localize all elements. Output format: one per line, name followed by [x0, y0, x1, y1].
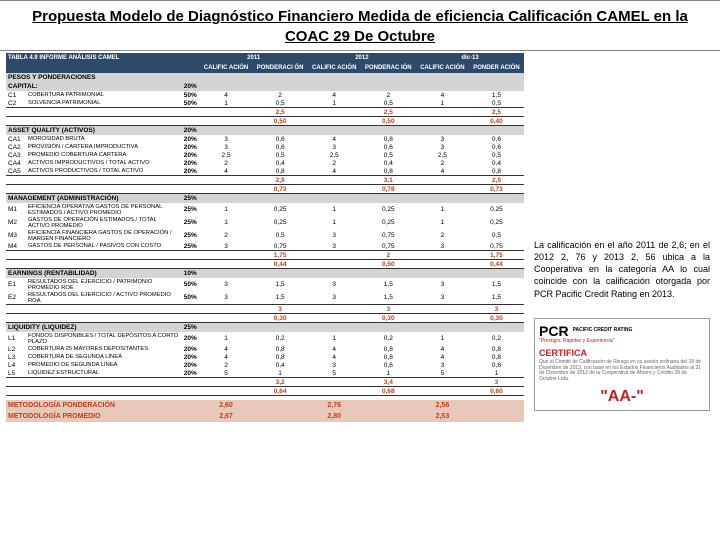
camel-table: TABLA 4.9 INFORME ANÁLISIS CAMEL 2011 20… — [6, 53, 524, 422]
table-row: L1FONDOS DISPONIBLES / TOTAL DEPÓSITOS A… — [6, 332, 524, 345]
table-row: M3EFICIENCIA FINANCIERA GASTOS DE OPERAC… — [6, 229, 524, 242]
table-row: C1COBERTURA PATRIMONIAL50%424241,5 — [6, 91, 524, 99]
table-title: TABLA 4.9 INFORME ANÁLISIS CAMEL — [6, 53, 181, 63]
table-row: CA4ACTIVOS IMPRODUCTIVOS / TOTAL ACTIVO2… — [6, 159, 524, 167]
subheader-row: CALIFIC ACIÓN PONDERACI ÓN CALIFIC ACIÓN… — [6, 63, 524, 73]
table-row: CA1MOROSIDAD BRUTA20%30,640,830,6 — [6, 135, 524, 143]
table-row: M1EFICIENCIA OPERATIVA GASTOS DE PERSONA… — [6, 203, 524, 216]
rating-badge: "AA-" — [539, 388, 705, 406]
subtotal-pond-row: 0,500,500,40 — [6, 117, 524, 126]
table-row: L5LIQUIDEZ ESTRUCTURAL20%515151 — [6, 369, 524, 378]
table-row: L3COBERTURA DE SEGUNDA LÍNEA20%40,840,84… — [6, 353, 524, 361]
subtotal-pond-row: 0,640,680,60 — [6, 387, 524, 396]
table-row: E2RESULTADOS DEL EJERCICIO / ACTIVO PROM… — [6, 291, 524, 305]
table-row: L2COBERTURA 25 MAYORES DEPOSITANTES20%40… — [6, 345, 524, 353]
subtotal-pond-row: 0,300,300,30 — [6, 314, 524, 323]
table-row: L4PROMEDIO DE SEGUNDA LÍNEA20%20,430,630… — [6, 361, 524, 369]
subtotal-row: 3,23,43 — [6, 378, 524, 387]
final-row: METODOLOGÍA PONDERACIÓN2,602,762,56 — [6, 400, 524, 411]
year-2012: 2012 — [308, 53, 416, 63]
page-title: Propuesta Modelo de Diagnóstico Financie… — [0, 0, 720, 51]
subtotal-row: 333 — [6, 305, 524, 314]
header-row: TABLA 4.9 INFORME ANÁLISIS CAMEL 2011 20… — [6, 53, 524, 63]
pcr-certificate: PCR PACIFIC CREDIT RATING "Prestigio, Ra… — [534, 318, 710, 412]
section-header: EARNINGS (RENTABILIDAD)10% — [6, 269, 524, 279]
subtotal-row: 2,52,52,5 — [6, 108, 524, 117]
section-header: PESOS Y PONDERACIONES — [6, 73, 524, 82]
content: TABLA 4.9 INFORME ANÁLISIS CAMEL 2011 20… — [0, 51, 720, 424]
analysis-text: La calificación en el año 2011 de 2,6; e… — [534, 239, 710, 300]
subtotal-pond-row: 0,730,780,73 — [6, 185, 524, 194]
year-2013: dic-13 — [416, 53, 524, 63]
table-container: TABLA 4.9 INFORME ANÁLISIS CAMEL 2011 20… — [0, 51, 530, 424]
certifica-label: CERTIFICA — [539, 348, 705, 358]
table-row: M2GASTOS DE OPERACIÓN ESTIMADOS / TOTAL … — [6, 216, 524, 229]
side-panel: La calificación en el año 2011 de 2,6; e… — [530, 51, 720, 424]
pcr-logo: PCR PACIFIC CREDIT RATING — [539, 323, 705, 339]
table-row: E1RESULTADOS DEL EJERCICIO / PATRIMONIO … — [6, 278, 524, 291]
section-header: LIQUIDITY (LIQUIDEZ)25% — [6, 323, 524, 333]
subtotal-row: 1,7521,75 — [6, 251, 524, 260]
table-row: M4GASTOS DE PERSONAL / PASIVOS CON COSTO… — [6, 242, 524, 251]
subtotal-row: 2,93,12,9 — [6, 176, 524, 185]
section-header: ASSET QUALITY (ACTIVOS)20% — [6, 126, 524, 136]
year-2011: 2011 — [200, 53, 308, 63]
pcr-tagline: "Prestigio, Rapidez y Experiencia" — [539, 339, 705, 345]
cert-text: Que el Comité de Calificación de Riesgo … — [539, 360, 705, 382]
section-header: MANAGEMENT (ADMINISTRACIÓN)25% — [6, 194, 524, 204]
table-row: CA5ACTIVOS PRODUCTIVOS / TOTAL ACTIVO20%… — [6, 167, 524, 176]
table-row: C2SOLVENCIA PATRIMONIAL50%10,510,510,5 — [6, 99, 524, 108]
table-row: CA3PROMEDIO COBERTURA CARTERA20%2,50,52,… — [6, 151, 524, 159]
final-row: METODOLOGÍA PROMEDIO2,672,802,53 — [6, 411, 524, 422]
subtotal-pond-row: 0,440,500,44 — [6, 260, 524, 269]
table-row: CA2PROVISIÓN / CARTERA IMPRODUCTIVA20%30… — [6, 143, 524, 151]
section-header: CAPITAL:20% — [6, 82, 524, 91]
